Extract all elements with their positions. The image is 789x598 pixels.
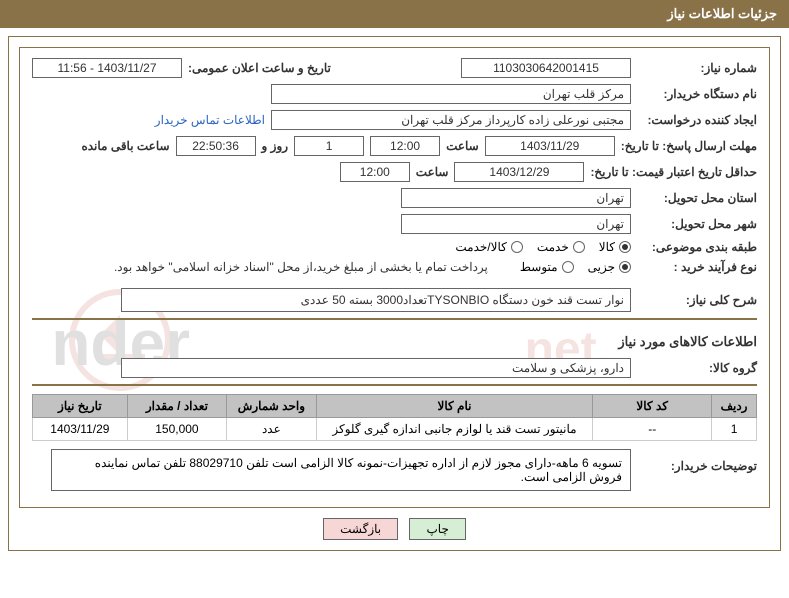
radio-medium-label: متوسط (520, 260, 558, 274)
price-validity-date-field: 1403/12/29 (454, 162, 584, 182)
need-number-field: 1103030642001415 (461, 58, 631, 78)
radio-icon (511, 241, 523, 253)
buyer-notes-box: تسویه 6 ماهه-دارای مجوز لازم از اداره تج… (51, 449, 631, 491)
need-desc-field: نوار تست قند خون دستگاه TYSONBIOتعداد300… (121, 288, 631, 312)
page-title: جزئیات اطلاعات نیاز (667, 6, 777, 21)
radio-icon (562, 261, 574, 273)
back-button[interactable]: بازگشت (323, 518, 398, 540)
subject-radio-group: کالا خدمت کالا/خدمت (455, 240, 631, 254)
print-button[interactable]: چاپ (409, 518, 465, 540)
radio-partial[interactable]: جزیی (588, 260, 631, 274)
announce-date-label: تاریخ و ساعت اعلان عمومی: (188, 61, 331, 75)
radio-service[interactable]: خدمت (537, 240, 585, 254)
requester-label: ایجاد کننده درخواست: (637, 113, 757, 127)
requester-field: مجتبی نورعلی زاده کارپرداز مرکز قلب تهرا… (271, 110, 631, 130)
subject-class-label: طبقه بندی موضوعی: (637, 240, 757, 254)
announce-date-field: 1403/11/27 - 11:56 (32, 58, 182, 78)
radio-goods[interactable]: کالا (599, 240, 631, 254)
time-label-1: ساعت (446, 139, 479, 153)
time-label-2: ساعت (416, 165, 449, 179)
table-cell: 1 (712, 418, 757, 441)
response-deadline-date-field: 1403/11/29 (485, 136, 615, 156)
delivery-province-label: استان محل تحویل: (637, 191, 757, 205)
table-cell: عدد (227, 418, 317, 441)
table-header: کد کالا (593, 395, 712, 418)
purchase-note: پرداخت تمام یا بخشی از مبلغ خرید،از محل … (114, 260, 488, 274)
goods-section-title: اطلاعات کالاهای مورد نیاز (32, 334, 757, 350)
divider (32, 384, 757, 386)
radio-goods-service[interactable]: کالا/خدمت (455, 240, 522, 254)
price-validity-time-field: 12:00 (340, 162, 410, 182)
contact-link[interactable]: اطلاعات تماس خریدار (155, 113, 265, 127)
table-header: واحد شمارش (227, 395, 317, 418)
delivery-province-field: تهران (401, 188, 631, 208)
response-deadline-label: مهلت ارسال پاسخ: تا تاریخ: (621, 139, 757, 153)
table-cell: مانیتور تست قند یا لوازم جانبی اندازه گی… (316, 418, 593, 441)
radio-goods-label: کالا (599, 240, 615, 254)
radio-service-label: خدمت (537, 240, 569, 254)
page-header: جزئیات اطلاعات نیاز (0, 0, 789, 28)
radio-icon (619, 241, 631, 253)
goods-group-label: گروه کالا: (637, 361, 757, 375)
response-deadline-time-field: 12:00 (370, 136, 440, 156)
form-panel: شماره نیاز: 1103030642001415 تاریخ و ساع… (19, 47, 770, 508)
price-validity-label: حداقل تاریخ اعتبار قیمت: تا تاریخ: (590, 165, 757, 179)
goods-table: ردیفکد کالانام کالاواحد شمارشتعداد / مقد… (32, 394, 757, 441)
delivery-city-field: تهران (401, 214, 631, 234)
days-and-label: روز و (262, 139, 289, 153)
table-cell: 150,000 (127, 418, 226, 441)
table-header: ردیف (712, 395, 757, 418)
radio-icon (573, 241, 585, 253)
table-header: نام کالا (316, 395, 593, 418)
days-remaining-field: 1 (294, 136, 364, 156)
delivery-city-label: شهر محل تحویل: (637, 217, 757, 231)
radio-icon (619, 261, 631, 273)
radio-partial-label: جزیی (588, 260, 615, 274)
radio-goods-service-label: کالا/خدمت (455, 240, 506, 254)
button-row: چاپ بازگشت (19, 518, 770, 540)
purchase-type-label: نوع فرآیند خرید : (637, 260, 757, 274)
table-row: 1--مانیتور تست قند یا لوازم جانبی اندازه… (33, 418, 757, 441)
main-panel: شماره نیاز: 1103030642001415 تاریخ و ساع… (8, 36, 781, 551)
buyer-org-field: مرکز قلب تهران (271, 84, 631, 104)
radio-medium[interactable]: متوسط (520, 260, 574, 274)
buyer-notes-label: توضیحات خریدار: (637, 449, 757, 473)
need-number-label: شماره نیاز: (637, 61, 757, 75)
table-header: تعداد / مقدار (127, 395, 226, 418)
table-cell: -- (593, 418, 712, 441)
time-remaining-field: 22:50:36 (176, 136, 256, 156)
need-desc-label: شرح کلی نیاز: (637, 293, 757, 307)
table-header: تاریخ نیاز (33, 395, 128, 418)
purchase-radio-group: جزیی متوسط (520, 260, 631, 274)
time-remaining-label: ساعت باقی مانده (81, 139, 169, 153)
goods-group-field: دارو، پزشکی و سلامت (121, 358, 631, 378)
table-cell: 1403/11/29 (33, 418, 128, 441)
divider (32, 318, 757, 320)
buyer-org-label: نام دستگاه خریدار: (637, 87, 757, 101)
